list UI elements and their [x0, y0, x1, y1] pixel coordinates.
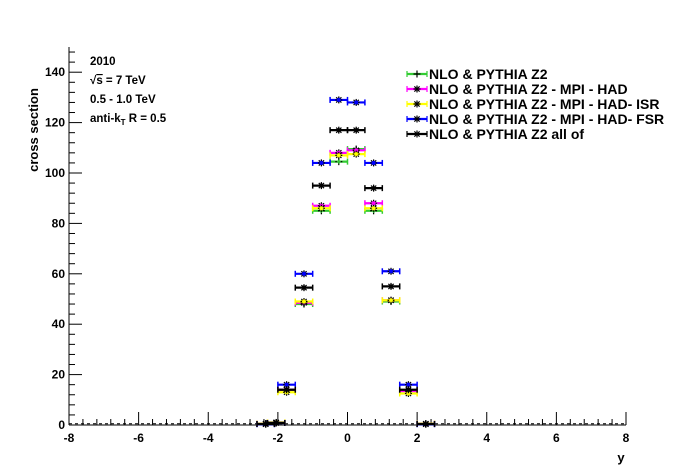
y-axis-title: cross section	[26, 88, 41, 172]
data-point	[294, 298, 314, 306]
data-point	[381, 282, 401, 290]
data-point	[416, 420, 436, 428]
y-tick-label: 40	[52, 317, 66, 331]
x-tick-label: -4	[203, 431, 214, 445]
data-point	[266, 419, 286, 427]
legend-item: NLO & PYTHIA Z2 - MPI - HAD- ISR	[406, 96, 659, 112]
x-tick-label: 8	[623, 431, 630, 445]
x-tick-label: 0	[344, 431, 351, 445]
data-point	[329, 151, 349, 159]
x-tick-label: -6	[133, 431, 144, 445]
svg-text:√s = 7 TeV: √s = 7 TeV	[90, 74, 146, 87]
info-year: 2010	[90, 56, 116, 68]
data-point	[381, 296, 401, 304]
x-tick-label: 4	[483, 431, 490, 445]
data-point	[311, 204, 331, 212]
data-point	[329, 158, 349, 166]
y-tick-label: 100	[45, 166, 65, 180]
data-point	[364, 184, 384, 192]
data-point	[329, 126, 349, 134]
legend-label: NLO & PYTHIA Z2 - MPI - HAD- ISR	[429, 96, 659, 112]
info-algo-suffix: R = 0.5	[126, 113, 167, 125]
y-tick-label: 120	[45, 116, 65, 130]
legend-item: NLO & PYTHIA Z2	[406, 66, 548, 82]
data-point	[311, 182, 331, 190]
info-pt-range: 0.5 - 1.0 TeV	[90, 94, 156, 106]
info-energy-suffix: = 7 TeV	[103, 75, 146, 87]
y-tick-label: 80	[52, 216, 66, 230]
x-tick-label: 2	[414, 431, 421, 445]
series-group	[256, 96, 436, 428]
legend-item: NLO & PYTHIA Z2 all of	[406, 126, 584, 142]
data-point	[398, 381, 418, 389]
data-point	[381, 267, 401, 275]
legend-label: NLO & PYTHIA Z2	[429, 66, 548, 82]
info-energy: √s = 7 TeV	[90, 74, 146, 87]
data-point	[364, 204, 384, 212]
sqrt-sign: √	[90, 74, 97, 87]
x-axis-title: y	[617, 450, 625, 465]
data-point	[346, 98, 366, 106]
y-tick-label: 0	[58, 418, 65, 432]
legend-label: NLO & PYTHIA Z2 - MPI - HAD	[429, 81, 628, 97]
series-group	[256, 126, 436, 428]
data-point	[311, 159, 331, 167]
info-energy-prefix: s	[96, 75, 102, 87]
data-point	[398, 386, 418, 394]
y-tick-label: 20	[52, 368, 66, 382]
data-point	[346, 150, 366, 158]
legend-label: NLO & PYTHIA Z2 - MPI - HAD- FSR	[429, 111, 664, 127]
legend-item: NLO & PYTHIA Z2 - MPI - HAD	[406, 81, 628, 97]
legend-item: NLO & PYTHIA Z2 - MPI - HAD- FSR	[406, 111, 664, 127]
x-tick-label: -2	[273, 431, 284, 445]
info-algo-prefix: anti-k	[90, 113, 121, 125]
data-point	[294, 270, 314, 278]
data-point	[294, 284, 314, 292]
legend-label: NLO & PYTHIA Z2 all of	[429, 126, 584, 142]
y-tick-label: 140	[45, 65, 65, 79]
data-point	[346, 126, 366, 134]
x-tick-label: -8	[64, 431, 75, 445]
data-point	[364, 159, 384, 167]
info-algorithm: anti-kT R = 0.5	[90, 113, 167, 127]
x-tick-label: 6	[553, 431, 560, 445]
info-algo-sub: T	[121, 118, 126, 127]
data-point	[277, 386, 297, 394]
y-tick-label: 60	[52, 267, 66, 281]
data-point	[329, 96, 349, 104]
